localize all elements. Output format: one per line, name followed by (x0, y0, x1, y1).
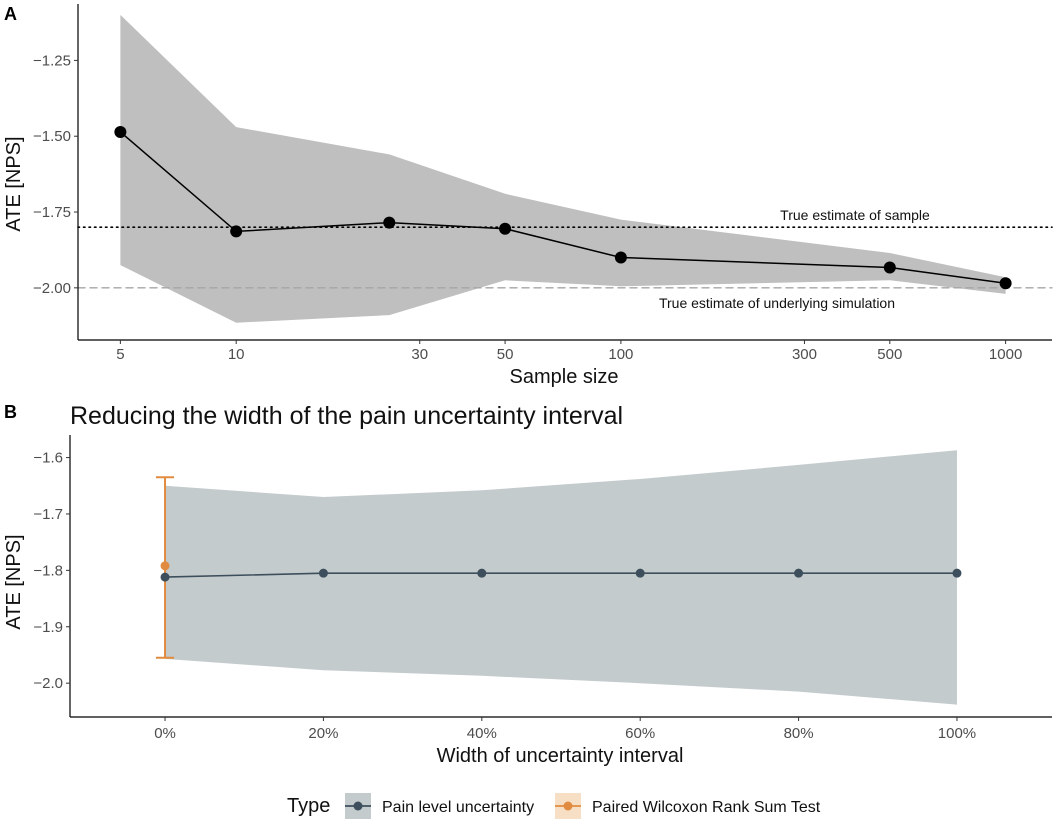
panel-a-point (499, 222, 512, 235)
panel-b-x-tick-label: 40% (467, 725, 497, 742)
panel-a-point (383, 216, 396, 229)
panel-b-y-tick-label: −1.6 (33, 450, 63, 467)
panel-b-y-tick-label: −1.9 (33, 619, 63, 636)
panel-a-point (999, 277, 1012, 290)
panel-b-x-tick-label: 20% (308, 725, 338, 742)
panel-a-x-tick-label: 500 (877, 346, 902, 363)
legend-key-wilcoxon-marker (563, 801, 573, 811)
panel-b-plot: −1.6 −1.7 −1.8 −1.9 −2.0 0% 20% 40% 60% 80% 100% (33, 435, 1052, 742)
pain-uncertainty-point (794, 568, 804, 578)
panel-b-y-tick-label: −1.7 (33, 506, 63, 523)
panel-a-plot: True estimate of sample True estimate of … (33, 4, 1053, 363)
panel-b-y-axis-title: ATE [NPS] (3, 534, 25, 629)
panel-b-x-tick-label: 100% (938, 725, 976, 742)
panel-a-point (230, 225, 243, 238)
panel-b-x-tick-label: 60% (625, 725, 655, 742)
panel-b-title: Reducing the width of the pain uncertain… (70, 402, 623, 430)
legend-label-pain: Pain level uncertainty (382, 799, 534, 816)
panel-a-point (114, 125, 127, 138)
panel-b-y-tick-label: −1.8 (33, 562, 63, 579)
panel-a-y-tick-label: −1.50 (33, 128, 71, 145)
pain-uncertainty-point (318, 568, 328, 578)
panel-b-x-tick-label: 0% (154, 725, 176, 742)
panel-a-y-tick-label: −1.75 (33, 204, 71, 221)
panel-a-x-tick-label: 50 (497, 346, 514, 363)
panel-a-uncertainty-band (120, 14, 1006, 323)
panel-a-point (614, 251, 627, 264)
panel-b-x-axis-title: Width of uncertainty interval (437, 745, 684, 767)
panel-a-y-axis-title: ATE [NPS] (3, 136, 25, 231)
legend-label-wilcoxon: Paired Wilcoxon Rank Sum Test (592, 799, 821, 816)
panel-a-x-tick-label: 1000 (989, 346, 1022, 363)
panel-b-uncertainty-band (165, 450, 957, 705)
pain-uncertainty-point (160, 572, 170, 582)
legend: Type Pain level uncertainty Paired Wilco… (287, 793, 821, 819)
legend-title: Type (287, 795, 330, 817)
panel-b-y-tick-label: −2.0 (33, 675, 63, 692)
panel-a-x-tick-label: 100 (608, 346, 633, 363)
panel-a-x-tick-label: 10 (228, 346, 245, 363)
panel-a-y-tick-label: −1.25 (33, 52, 71, 69)
annotation-true-simulation: True estimate of underlying simulation (659, 295, 895, 311)
legend-key-pain-marker (353, 801, 363, 811)
panel-a-x-tick-label: 5 (116, 346, 124, 363)
panel-a-label: A (4, 4, 17, 24)
pain-uncertainty-point (635, 568, 645, 578)
wilcoxon-point (160, 561, 170, 571)
pain-uncertainty-line (164, 572, 957, 578)
pain-uncertainty-point (477, 568, 487, 578)
panel-b-label: B (4, 402, 17, 422)
panel-a-point (883, 261, 896, 274)
pain-uncertainty-point (952, 568, 962, 578)
panel-a-x-tick-label: 30 (411, 346, 428, 363)
panel-b-x-tick-label: 80% (784, 725, 814, 742)
panel-a-y-tick-label: −2.00 (33, 280, 71, 297)
annotation-true-sample: True estimate of sample (780, 207, 930, 223)
panel-a-x-tick-label: 300 (792, 346, 817, 363)
panel-a-x-axis-title: Sample size (510, 366, 619, 388)
